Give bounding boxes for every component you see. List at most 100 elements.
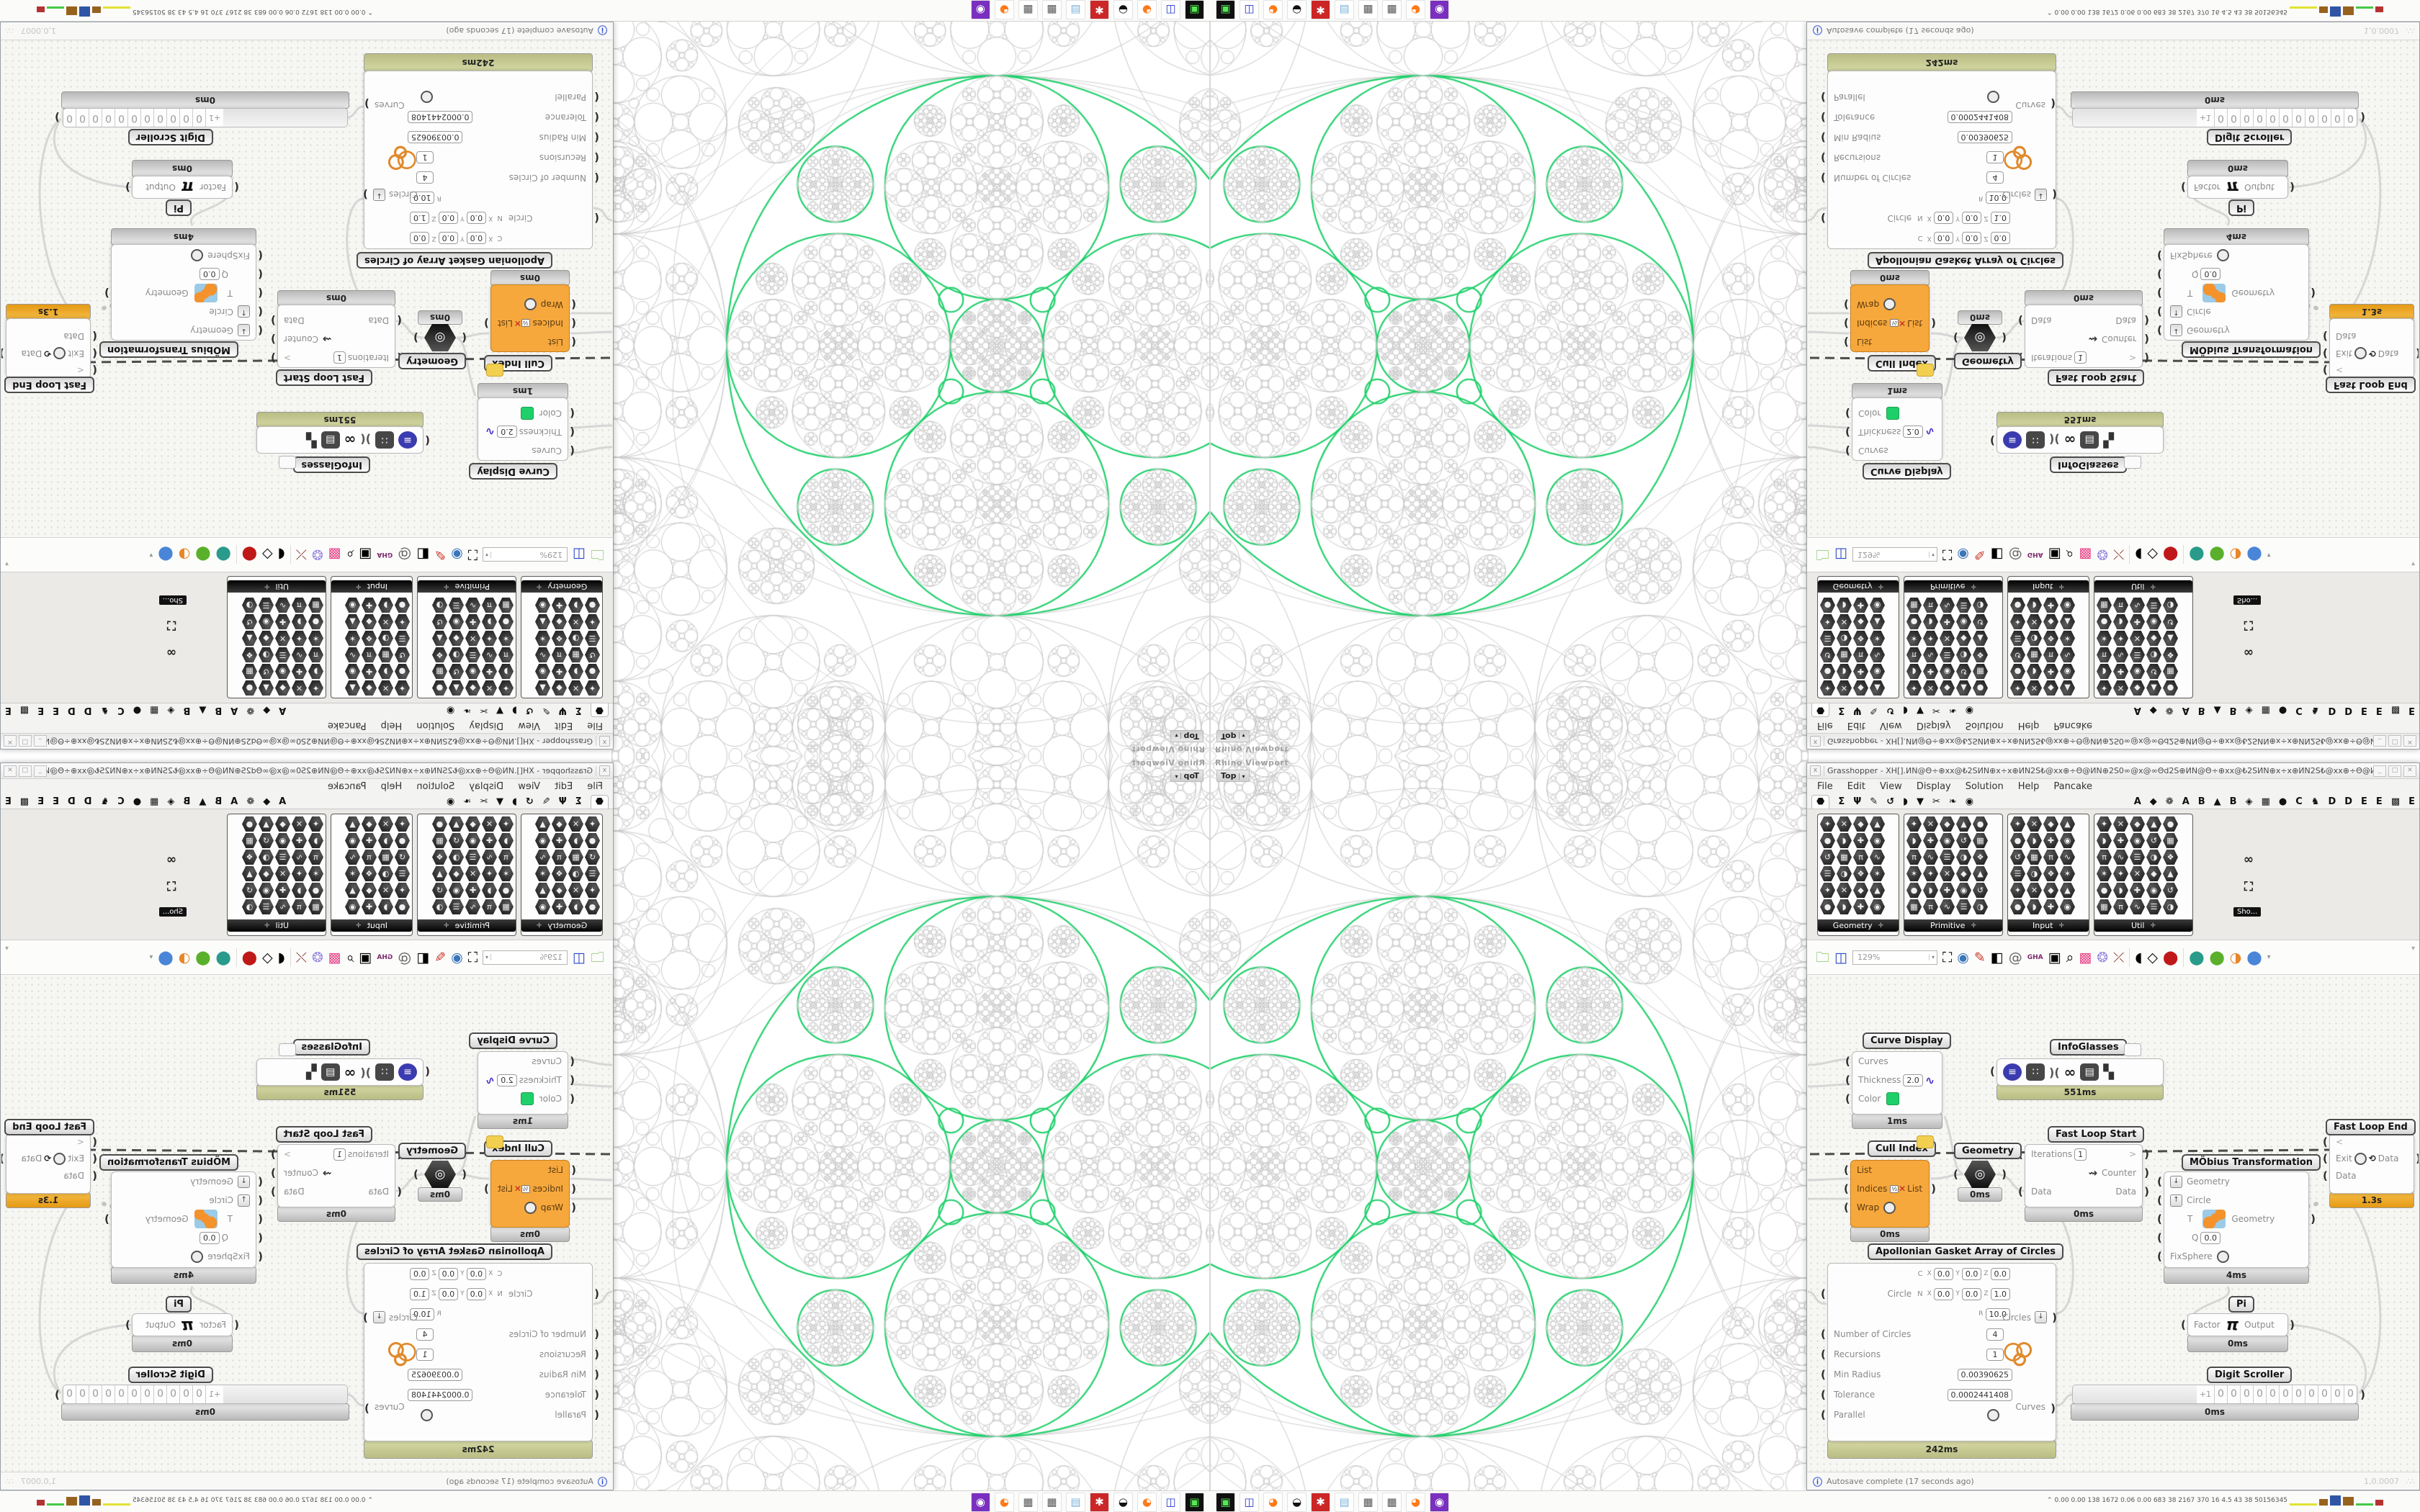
- n-x-value[interactable]: 0.0: [1933, 212, 1954, 225]
- goggles-icon[interactable]: ∞: [344, 431, 357, 449]
- palette-icon[interactable]: ▲: [535, 883, 550, 898]
- number-of-circles-value[interactable]: 4: [1986, 1328, 2004, 1341]
- node-label-curve-display[interactable]: Curve Display: [469, 463, 557, 480]
- c-y-value[interactable]: 0.0: [438, 1267, 459, 1280]
- notepad-icon[interactable]: ▤: [1066, 1493, 1085, 1512]
- palette-icon[interactable]: ✦: [2113, 866, 2128, 881]
- close-button[interactable]: ✕: [2403, 765, 2416, 777]
- palette-icon[interactable]: ◆: [259, 866, 274, 881]
- palette-icon[interactable]: ✚: [2043, 664, 2058, 679]
- menu-display[interactable]: Display: [469, 781, 504, 792]
- palette-icon[interactable]: ◑: [568, 866, 583, 881]
- palette-icon[interactable]: ◆: [2146, 866, 2161, 881]
- node-curve-display[interactable]: (Curves (Thickness 2.0 ∿ (Color: [478, 397, 575, 461]
- node-label-pi[interactable]: Pi: [166, 1296, 192, 1313]
- palette-icon[interactable]: ↺: [2146, 833, 2161, 848]
- palette-icon[interactable]: ●: [2163, 816, 2178, 832]
- palette-icon[interactable]: π: [1906, 647, 1922, 662]
- palette-icon[interactable]: ↺: [432, 614, 447, 629]
- find-icon[interactable]: ⌕: [346, 546, 354, 563]
- palette-icon[interactable]: π: [308, 647, 323, 662]
- panel-close-icon[interactable]: x: [599, 736, 610, 747]
- tab-plugin-a2[interactable]: A: [230, 796, 238, 807]
- firefox-icon[interactable]: ◕: [1263, 1493, 1283, 1512]
- minimize-button[interactable]: _: [2373, 765, 2386, 777]
- palette-icon[interactable]: ✚: [1940, 883, 1955, 898]
- ball-teal-icon[interactable]: ⬤: [2189, 546, 2205, 563]
- palette-icon[interactable]: ☰: [2010, 866, 2025, 881]
- palette-icon[interactable]: ↺: [1820, 647, 1835, 662]
- palette-icon[interactable]: ▦: [1906, 899, 1922, 914]
- tab-plugin-a[interactable]: A: [2133, 796, 2141, 807]
- viewport-view-button[interactable]: Top▾: [1170, 730, 1204, 742]
- tab-plugin-diamond-icon[interactable]: ◆: [263, 796, 271, 807]
- palette-icon[interactable]: ✦: [2010, 816, 2025, 832]
- palette-icon[interactable]: ✕: [378, 883, 393, 898]
- easel-icon[interactable]: ⛶: [2244, 618, 2253, 632]
- zoom-level-combo[interactable]: 129% ▾: [483, 547, 568, 562]
- open-file-icon[interactable]: 🗀: [1816, 949, 1830, 966]
- palette-icon[interactable]: ☰: [1820, 866, 1835, 881]
- palette-icon[interactable]: ☰: [1956, 598, 1971, 613]
- resize-grip[interactable]: ∴∴: [2406, 26, 2414, 36]
- palette-icon[interactable]: ☰: [449, 899, 464, 914]
- palette-icon[interactable]: ◗: [1923, 614, 1938, 629]
- tab-mesh[interactable]: ▼: [496, 705, 504, 716]
- palette-icon[interactable]: ◗: [2027, 833, 2042, 848]
- flatten-icon[interactable]: ↓: [373, 189, 385, 201]
- color-swatch[interactable]: [520, 1092, 534, 1105]
- palette-icon[interactable]: ◉: [535, 664, 550, 679]
- tab-plugin-a2[interactable]: A: [2182, 705, 2190, 716]
- palette-icon[interactable]: ▦: [2027, 850, 2042, 865]
- tab-plugin-c[interactable]: C: [2295, 705, 2303, 716]
- palette-icon[interactable]: ◉: [345, 664, 360, 679]
- palette-icon[interactable]: ●: [308, 614, 323, 629]
- palette-icon[interactable]: ✕: [482, 680, 497, 696]
- owl-icon[interactable]: ◉: [1430, 1493, 1449, 1512]
- digit-prefix[interactable]: +1: [209, 1390, 221, 1399]
- tab-plugin-b[interactable]: B: [2197, 796, 2205, 807]
- c-y-value[interactable]: 0.0: [438, 232, 459, 245]
- palette-icon[interactable]: ▲: [1956, 680, 1971, 696]
- preview-off-icon[interactable]: ◖: [277, 546, 285, 563]
- menu-edit[interactable]: Edit: [555, 781, 573, 792]
- palette-icon[interactable]: ✕: [275, 631, 290, 646]
- note-bubble-icon[interactable]: [1917, 1135, 1934, 1148]
- palette-icon[interactable]: ∿: [535, 850, 550, 865]
- palette-icon[interactable]: ❖: [2163, 647, 2178, 662]
- menu-solution[interactable]: Solution: [416, 720, 455, 731]
- palette-icon[interactable]: ▲: [259, 680, 274, 696]
- palette-icon[interactable]: ●: [1820, 664, 1835, 679]
- palette-icon[interactable]: ✚: [275, 883, 290, 898]
- puzzle-icon[interactable]: ▚: [2103, 1064, 2114, 1080]
- palette-icon[interactable]: ✦: [308, 816, 323, 832]
- palette-icon[interactable]: ☰: [1956, 899, 1971, 914]
- palette-icon[interactable]: ✕: [1837, 614, 1852, 629]
- digit-cell[interactable]: 0: [2279, 1385, 2292, 1403]
- tab-plugin-d[interactable]: D: [2328, 796, 2336, 807]
- node-digit-scroller[interactable]: +1 0 0 0 0 0 0 0 0 0 0 0 ): [55, 108, 348, 127]
- tab-plugin-c[interactable]: C: [117, 796, 125, 807]
- notepad-icon[interactable]: ▤: [1335, 1493, 1354, 1512]
- tab-params[interactable]: ⬣: [590, 703, 609, 717]
- node-curve-display[interactable]: (Curves (Thickness 2.0 ∿ (Color: [478, 1051, 575, 1115]
- palette-icon[interactable]: ◆: [362, 816, 377, 832]
- palette-icon[interactable]: ∿: [2113, 647, 2128, 662]
- tab-params[interactable]: ⬣: [1811, 795, 1830, 809]
- palette-icon[interactable]: ❖: [432, 647, 447, 662]
- floppy-icon[interactable]: ◫: [1161, 1493, 1180, 1512]
- palette-icon[interactable]: ✕: [2113, 680, 2128, 696]
- digit-cell[interactable]: 0: [2331, 109, 2344, 127]
- open-file-icon[interactable]: 🗀: [1816, 546, 1830, 563]
- view-eye-icon[interactable]: ◉: [451, 546, 463, 563]
- palette-icon[interactable]: ▲: [1870, 614, 1885, 629]
- palette-icon[interactable]: ∿: [1870, 647, 1885, 662]
- palette-icon[interactable]: ☰: [2010, 631, 2025, 646]
- maximize-button[interactable]: □: [19, 765, 32, 777]
- digit-cell[interactable]: 0: [2240, 109, 2253, 127]
- recursions-value[interactable]: 1: [1986, 1348, 2004, 1361]
- palette-icon[interactable]: ✚: [1853, 598, 1868, 613]
- node-infoglasses[interactable]: ( ≡ ∷ )( ∞ ▤ ▚: [256, 1058, 430, 1086]
- palette-icon[interactable]: ●: [585, 899, 600, 914]
- c-x-value[interactable]: 0.0: [1933, 232, 1954, 245]
